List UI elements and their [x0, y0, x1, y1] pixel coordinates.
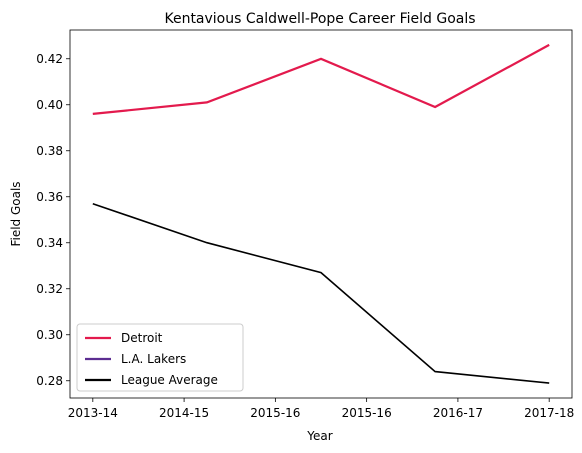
legend-frame — [76, 323, 244, 392]
chart-title: Kentavious Caldwell-Pope Career Field Go… — [164, 11, 475, 27]
y-tick-label: 0.36 — [36, 190, 63, 204]
x-tick-label: 2016-17 — [433, 406, 483, 420]
legend-label: L.A. Lakers — [121, 352, 186, 366]
y-tick-label: 0.28 — [36, 374, 63, 388]
x-tick-label: 2013-14 — [68, 406, 118, 420]
x-tick-label: 2015-16 — [250, 406, 300, 420]
x-tick-label: 2017-18 — [524, 406, 574, 420]
y-tick-label: 0.38 — [36, 144, 63, 158]
y-axis-label: Field Goals — [9, 181, 23, 246]
y-tick-label: 0.42 — [36, 52, 63, 66]
y-tick-label: 0.30 — [36, 328, 63, 342]
legend: Detroit L.A. Lakers League Average — [76, 323, 244, 392]
y-tick-label: 0.34 — [36, 236, 63, 250]
series-line-league-average — [92, 202, 550, 384]
x-tick-label: 2015-16 — [342, 406, 392, 420]
x-axis-label: Year — [306, 429, 332, 443]
series-line-detroit — [92, 43, 550, 115]
y-tick-label: 0.32 — [36, 282, 63, 296]
legend-label: Detroit — [121, 331, 163, 345]
y-tick-label: 0.40 — [36, 98, 63, 112]
legend-label: League Average — [121, 373, 218, 387]
x-tick-label: 2014-15 — [159, 406, 209, 420]
